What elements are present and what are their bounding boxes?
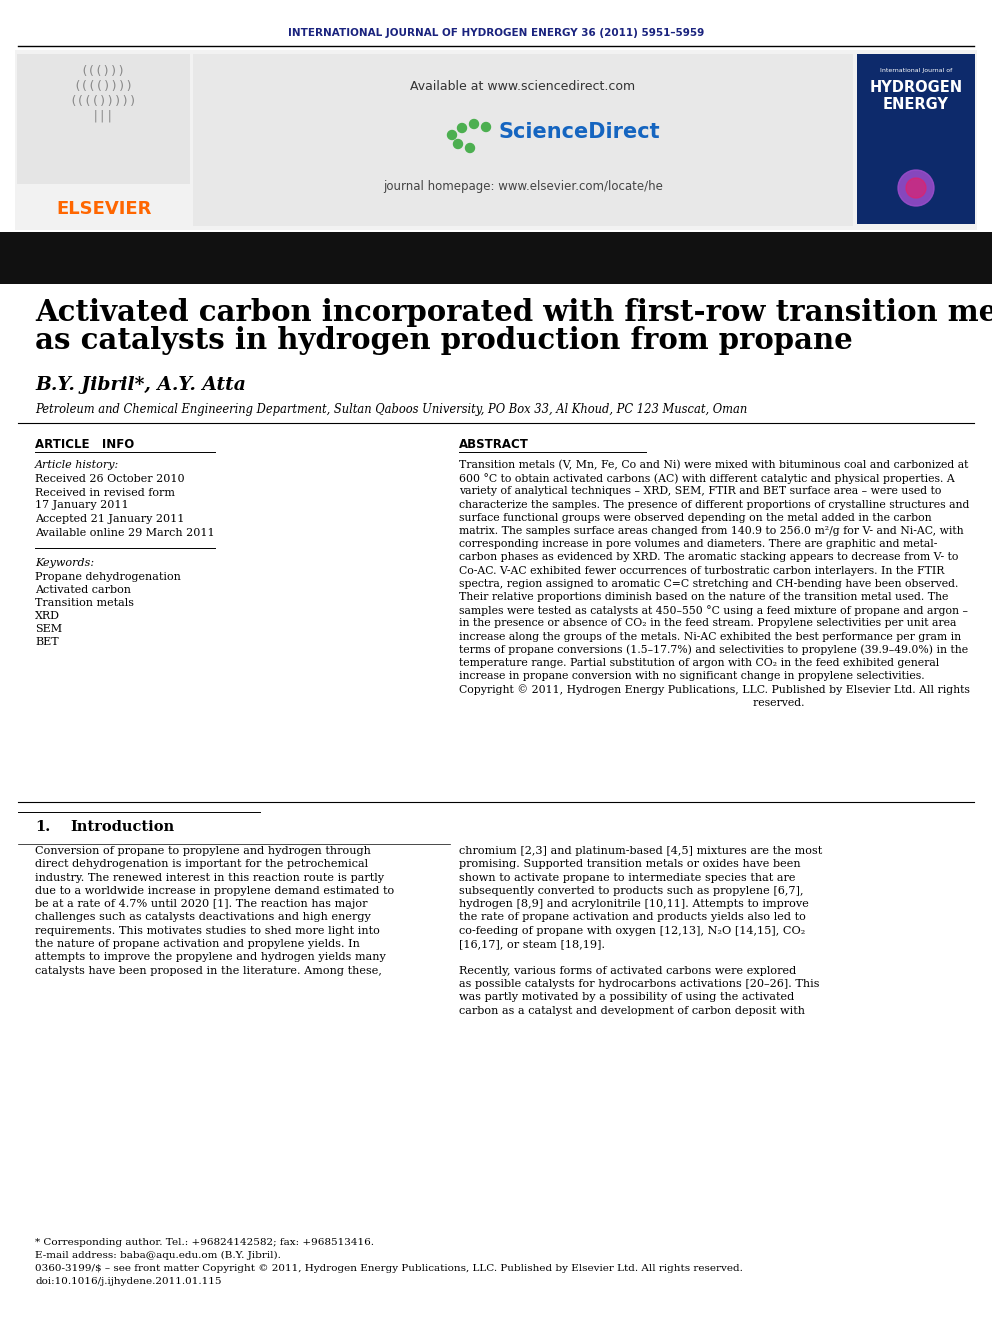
Text: Conversion of propane to propylene and hydrogen through: Conversion of propane to propylene and h… — [35, 845, 371, 856]
Text: Petroleum and Chemical Engineering Department, Sultan Qaboos University, PO Box : Petroleum and Chemical Engineering Depar… — [35, 404, 747, 415]
Text: Propane dehydrogenation: Propane dehydrogenation — [35, 572, 181, 582]
Text: was partly motivated by a possibility of using the activated: was partly motivated by a possibility of… — [459, 992, 795, 1003]
Text: Activated carbon: Activated carbon — [35, 585, 131, 595]
Circle shape — [898, 169, 934, 206]
Text: ScienceDirect: ScienceDirect — [498, 122, 660, 142]
Text: as possible catalysts for hydrocarbons activations [20–26]. This: as possible catalysts for hydrocarbons a… — [459, 979, 819, 990]
Text: Recently, various forms of activated carbons were explored: Recently, various forms of activated car… — [459, 966, 797, 975]
Text: * Corresponding author. Tel.: +96824142582; fax: +968513416.: * Corresponding author. Tel.: +968241425… — [35, 1238, 374, 1248]
Text: ELSEVIER: ELSEVIER — [57, 200, 152, 218]
Text: surface functional groups were observed depending on the metal added in the carb: surface functional groups were observed … — [459, 513, 931, 523]
Text: catalysts have been proposed in the literature. Among these,: catalysts have been proposed in the lite… — [35, 966, 382, 975]
Text: E-mail address: baba@aqu.edu.om (B.Y. Jibril).: E-mail address: baba@aqu.edu.om (B.Y. Ji… — [35, 1252, 281, 1259]
Text: variety of analytical techniques – XRD, SEM, FTIR and BET surface area – were us: variety of analytical techniques – XRD, … — [459, 487, 941, 496]
Circle shape — [469, 119, 478, 128]
Text: Copyright © 2011, Hydrogen Energy Publications, LLC. Published by Elsevier Ltd. : Copyright © 2011, Hydrogen Energy Public… — [459, 684, 970, 695]
Text: samples were tested as catalysts at 450–550 °C using a feed mixture of propane a: samples were tested as catalysts at 450–… — [459, 605, 968, 617]
Text: carbon as a catalyst and development of carbon deposit with: carbon as a catalyst and development of … — [459, 1005, 805, 1016]
Text: Keywords:: Keywords: — [35, 558, 94, 568]
Text: HYDROGEN: HYDROGEN — [869, 79, 962, 95]
Text: Activated carbon incorporated with first-row transition metals: Activated carbon incorporated with first… — [35, 298, 992, 327]
Text: chromium [2,3] and platinum-based [4,5] mixtures are the most: chromium [2,3] and platinum-based [4,5] … — [459, 845, 822, 856]
Text: characterize the samples. The presence of different proportions of crystalline s: characterize the samples. The presence o… — [459, 500, 969, 509]
Text: doi:10.1016/j.ijhydene.2011.01.115: doi:10.1016/j.ijhydene.2011.01.115 — [35, 1277, 221, 1286]
Text: reserved.: reserved. — [459, 697, 805, 708]
Text: subsequently converted to products such as propylene [6,7],: subsequently converted to products such … — [459, 886, 804, 896]
Text: journal homepage: www.elsevier.com/locate/he: journal homepage: www.elsevier.com/locat… — [383, 180, 663, 193]
Text: shown to activate propane to intermediate species that are: shown to activate propane to intermediat… — [459, 873, 796, 882]
Text: the rate of propane activation and products yields also led to: the rate of propane activation and produ… — [459, 913, 806, 922]
Text: 0360-3199/$ – see front matter Copyright © 2011, Hydrogen Energy Publications, L: 0360-3199/$ – see front matter Copyright… — [35, 1263, 743, 1273]
Text: industry. The renewed interest in this reaction route is partly: industry. The renewed interest in this r… — [35, 873, 384, 882]
Text: Introduction: Introduction — [70, 820, 175, 833]
Text: Available online 29 March 2011: Available online 29 March 2011 — [35, 528, 214, 538]
Text: carbon phases as evidenced by XRD. The aromatic stacking appears to decrease fro: carbon phases as evidenced by XRD. The a… — [459, 553, 958, 562]
Bar — [0, 232, 992, 284]
Text: matrix. The samples surface areas changed from 140.9 to 256.0 m²/g for V- and Ni: matrix. The samples surface areas change… — [459, 527, 963, 536]
Text: terms of propane conversions (1.5–17.7%) and selectivities to propylene (39.9–49: terms of propane conversions (1.5–17.7%)… — [459, 644, 968, 655]
Text: challenges such as catalysts deactivations and high energy: challenges such as catalysts deactivatio… — [35, 913, 371, 922]
Text: the nature of propane activation and propylene yields. In: the nature of propane activation and pro… — [35, 939, 360, 949]
Text: ENERGY: ENERGY — [883, 97, 949, 112]
Text: hydrogen [8,9] and acrylonitrile [10,11]. Attempts to improve: hydrogen [8,9] and acrylonitrile [10,11]… — [459, 900, 808, 909]
Text: temperature range. Partial substitution of argon with CO₂ in the feed exhibited : temperature range. Partial substitution … — [459, 658, 939, 668]
Text: in the presence or absence of CO₂ in the feed stream. Propylene selectivities pe: in the presence or absence of CO₂ in the… — [459, 618, 956, 628]
Text: due to a worldwide increase in propylene demand estimated to: due to a worldwide increase in propylene… — [35, 886, 394, 896]
Text: 1.: 1. — [35, 820, 51, 833]
Text: increase along the groups of the metals. Ni-AC exhibited the best performance pe: increase along the groups of the metals.… — [459, 631, 961, 642]
Text: promising. Supported transition metals or oxides have been: promising. Supported transition metals o… — [459, 860, 801, 869]
Text: co-feeding of propane with oxygen [12,13], N₂O [14,15], CO₂: co-feeding of propane with oxygen [12,13… — [459, 926, 806, 935]
Text: Transition metals (V, Mn, Fe, Co and Ni) were mixed with bituminous coal and car: Transition metals (V, Mn, Fe, Co and Ni)… — [459, 460, 968, 471]
Text: ARTICLE   INFO: ARTICLE INFO — [35, 438, 134, 451]
Text: attempts to improve the propylene and hydrogen yields many: attempts to improve the propylene and hy… — [35, 953, 386, 962]
Text: International Journal of: International Journal of — [880, 67, 952, 73]
Text: 17 January 2011: 17 January 2011 — [35, 500, 129, 509]
Bar — [857, 54, 975, 224]
Circle shape — [465, 143, 474, 152]
Text: Received in revised form: Received in revised form — [35, 488, 175, 497]
Text: Available at www.sciencedirect.com: Available at www.sciencedirect.com — [411, 79, 636, 93]
Text: XRD: XRD — [35, 611, 60, 620]
Text: Received 26 October 2010: Received 26 October 2010 — [35, 474, 185, 484]
Circle shape — [453, 139, 462, 148]
Text: SEM: SEM — [35, 624, 62, 634]
Text: ((()))
(((())))
(((()))))
|||: ((())) (((()))) (((())))) ||| — [69, 65, 137, 123]
Text: increase in propane conversion with no significant change in propylene selectivi: increase in propane conversion with no s… — [459, 671, 925, 681]
Circle shape — [457, 123, 466, 132]
Text: as catalysts in hydrogen production from propane: as catalysts in hydrogen production from… — [35, 325, 853, 355]
Text: INTERNATIONAL JOURNAL OF HYDROGEN ENERGY 36 (2011) 5951–5959: INTERNATIONAL JOURNAL OF HYDROGEN ENERGY… — [288, 28, 704, 38]
Text: [16,17], or steam [18,19].: [16,17], or steam [18,19]. — [459, 939, 605, 949]
Bar — [15, 50, 977, 230]
Circle shape — [481, 123, 490, 131]
Text: spectra, region assigned to aromatic C=C stretching and CH-bending have been obs: spectra, region assigned to aromatic C=C… — [459, 578, 958, 589]
Text: be at a rate of 4.7% until 2020 [1]. The reaction has major: be at a rate of 4.7% until 2020 [1]. The… — [35, 900, 367, 909]
Text: ABSTRACT: ABSTRACT — [459, 438, 529, 451]
Bar — [17, 54, 190, 184]
Text: BET: BET — [35, 636, 59, 647]
Text: B.Y. Jibril*, A.Y. Atta: B.Y. Jibril*, A.Y. Atta — [35, 376, 246, 394]
Circle shape — [906, 179, 926, 198]
Text: Their relative proportions diminish based on the nature of the transition metal : Their relative proportions diminish base… — [459, 591, 948, 602]
Circle shape — [447, 131, 456, 139]
Text: 600 °C to obtain activated carbons (AC) with different catalytic and physical pr: 600 °C to obtain activated carbons (AC) … — [459, 474, 954, 484]
Text: direct dehydrogenation is important for the petrochemical: direct dehydrogenation is important for … — [35, 860, 368, 869]
Text: requirements. This motivates studies to shed more light into: requirements. This motivates studies to … — [35, 926, 380, 935]
Text: Transition metals: Transition metals — [35, 598, 134, 609]
Text: corresponding increase in pore volumes and diameters. There are graphitic and me: corresponding increase in pore volumes a… — [459, 540, 937, 549]
Bar — [193, 54, 853, 226]
Text: Article history:: Article history: — [35, 460, 119, 470]
Text: Co-AC. V-AC exhibited fewer occurrences of turbostratic carbon interlayers. In t: Co-AC. V-AC exhibited fewer occurrences … — [459, 566, 944, 576]
Text: Accepted 21 January 2011: Accepted 21 January 2011 — [35, 515, 185, 524]
